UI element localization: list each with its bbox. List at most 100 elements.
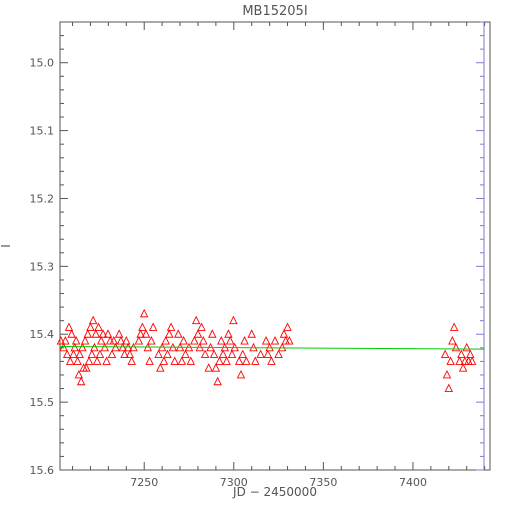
data-point <box>227 349 237 359</box>
data-point <box>240 336 249 345</box>
data-point <box>277 342 287 352</box>
y-tick-label: 15.4 <box>30 328 55 341</box>
data-point <box>74 369 84 379</box>
data-point <box>224 329 233 338</box>
data-point <box>225 336 235 345</box>
data-point <box>105 336 115 345</box>
data-point <box>261 336 271 345</box>
data-point <box>147 336 156 345</box>
data-point <box>127 356 136 365</box>
data-point <box>464 356 473 365</box>
data-point <box>191 315 201 325</box>
data-point <box>139 308 149 318</box>
data-point <box>170 356 179 365</box>
data-point <box>274 349 283 359</box>
data-point <box>125 349 135 359</box>
data-point <box>82 363 91 372</box>
data-point <box>62 349 72 359</box>
data-point <box>87 349 97 359</box>
data-point <box>193 329 203 338</box>
data-point <box>466 349 475 359</box>
data-point <box>83 329 92 338</box>
data-point <box>145 356 154 365</box>
data-point <box>156 363 165 372</box>
data-point <box>136 329 145 338</box>
data-point <box>71 336 81 345</box>
data-point <box>161 336 170 345</box>
data-point <box>279 329 289 338</box>
y-axis-ticks: 15.0 15.1 15.2 15.3 15.4 15.5 15.6 <box>30 21 68 477</box>
data-point <box>141 329 151 338</box>
data-point <box>234 356 244 365</box>
data-point <box>251 356 260 365</box>
data-point <box>163 349 172 359</box>
data-point <box>213 376 222 386</box>
data-point <box>114 329 124 338</box>
data-point <box>229 315 238 325</box>
data-point <box>444 383 454 392</box>
data-point <box>166 322 176 331</box>
data-point <box>181 349 190 359</box>
data-point <box>73 356 82 365</box>
data-point <box>197 322 206 331</box>
data-point <box>65 356 75 365</box>
data-point <box>186 356 196 365</box>
plot-frame <box>59 21 491 471</box>
data-point <box>448 336 457 345</box>
data-point <box>98 329 108 338</box>
data-point <box>222 356 231 365</box>
data-point <box>103 329 113 338</box>
data-point <box>90 342 99 352</box>
data-point <box>95 349 105 359</box>
data-point <box>78 342 87 352</box>
data-point <box>75 349 84 359</box>
data-point <box>263 349 273 359</box>
data-point <box>285 336 294 345</box>
data-point <box>174 329 183 338</box>
right-axis <box>476 21 485 471</box>
x-tick-label: 7300 <box>220 476 248 489</box>
data-point <box>94 322 103 331</box>
data-point <box>177 356 187 365</box>
data-point <box>69 349 78 359</box>
data-point <box>458 363 468 372</box>
data-point <box>109 336 118 345</box>
data-point <box>91 329 101 338</box>
data-point <box>59 342 68 352</box>
data-point <box>154 349 163 359</box>
data-point <box>70 342 79 352</box>
data-point <box>455 356 464 365</box>
data-point <box>88 315 98 325</box>
x-tick-label: 7250 <box>130 476 158 489</box>
y-tick-label: 15.1 <box>30 125 55 138</box>
data-point <box>148 322 158 331</box>
data-point <box>92 356 102 365</box>
data-point <box>270 336 280 345</box>
data-point <box>267 356 276 365</box>
data-point <box>179 336 188 345</box>
data-point <box>102 356 111 365</box>
data-point <box>462 342 471 352</box>
data-point <box>120 349 129 359</box>
x-axis-label: JD − 2450000 <box>232 485 317 499</box>
data-point <box>467 356 477 365</box>
data-point <box>76 376 86 386</box>
data-point <box>440 349 450 359</box>
data-point <box>159 356 169 365</box>
data-point <box>100 342 110 352</box>
trend-line <box>59 345 485 350</box>
y-tick-label: 15.3 <box>30 260 55 273</box>
data-point <box>457 349 466 359</box>
x-axis-ticks: 7250 7300 7350 7400 <box>72 22 486 489</box>
x-tick-label: 7350 <box>309 476 337 489</box>
y-tick-label: 15.5 <box>30 396 55 409</box>
data-point <box>208 329 217 338</box>
data-point <box>80 336 90 345</box>
data-point <box>236 369 246 379</box>
data-points <box>56 308 477 392</box>
y-tick-label: 15.0 <box>30 57 55 70</box>
data-point <box>281 336 290 345</box>
chart-title: MB15205I <box>242 4 307 19</box>
data-point <box>200 349 210 359</box>
data-point <box>84 356 94 365</box>
